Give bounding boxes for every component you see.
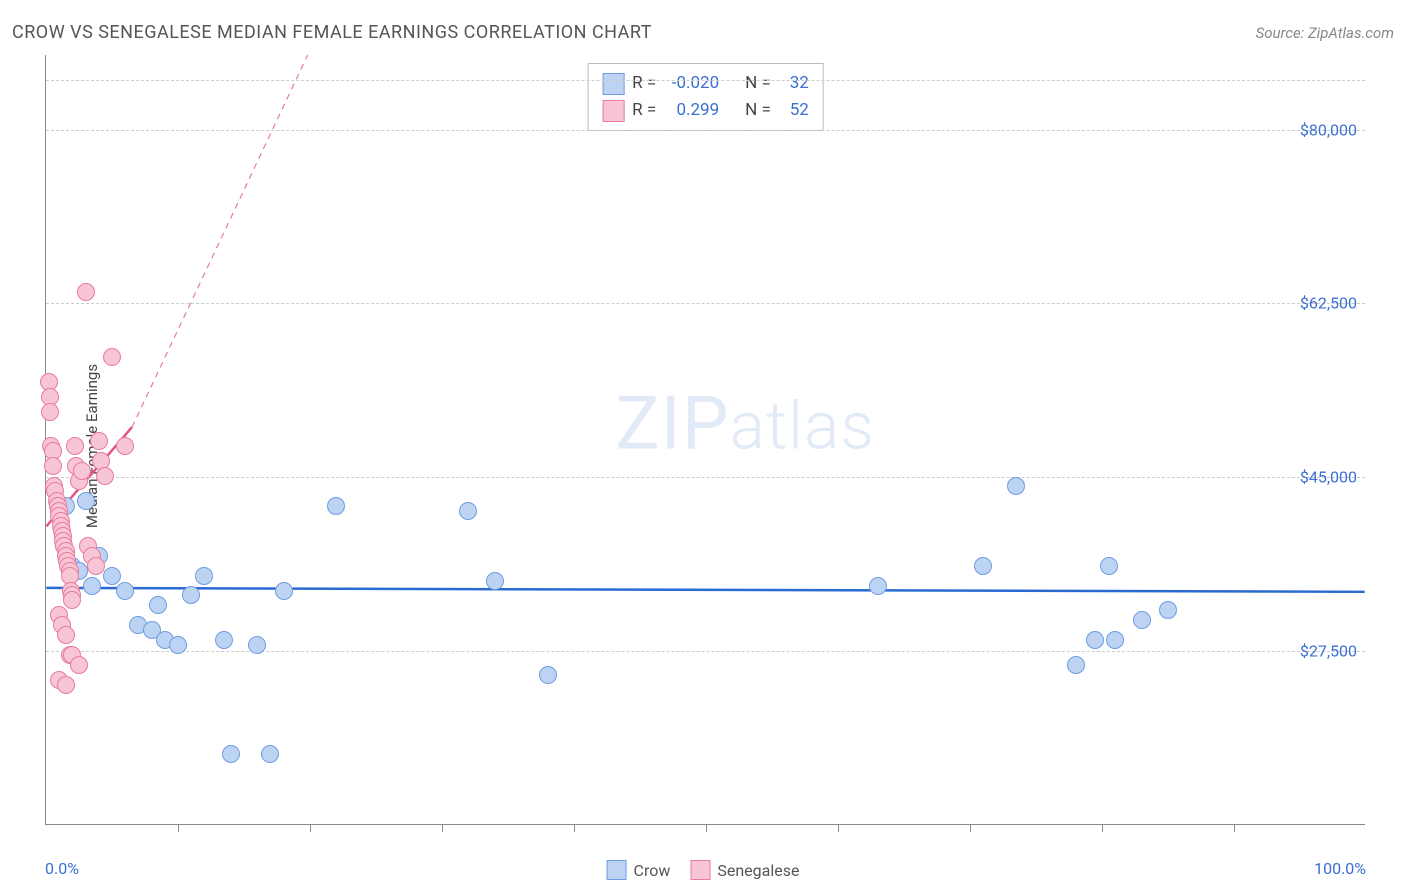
legend-label: Crow — [634, 861, 671, 880]
scatter-point — [73, 462, 91, 480]
scatter-point — [41, 403, 59, 421]
scatter-point — [77, 283, 95, 301]
gridline — [46, 651, 1365, 652]
scatter-point — [57, 626, 75, 644]
scatter-point — [44, 457, 62, 475]
stats-box: R = -0.020 N = 32 R = 0.299 N = 52 — [587, 63, 824, 131]
gridline — [46, 303, 1365, 304]
source-label: Source: ZipAtlas.com — [1256, 24, 1394, 42]
x-tick — [1102, 824, 1103, 832]
series-swatch — [602, 100, 624, 122]
scatter-point — [63, 591, 81, 609]
x-tick — [178, 824, 179, 832]
scatter-point — [869, 577, 887, 595]
scatter-point — [77, 492, 95, 510]
watermark: ZIPatlas — [615, 381, 874, 468]
scatter-point — [248, 636, 266, 654]
stat-n-value: 32 — [779, 70, 809, 97]
x-tick — [1234, 824, 1235, 832]
stat-n-label: N = — [745, 70, 771, 97]
scatter-point — [70, 656, 88, 674]
scatter-point — [261, 745, 279, 763]
scatter-point — [1159, 601, 1177, 619]
scatter-point — [90, 432, 108, 450]
stat-r-value: -0.020 — [664, 70, 719, 97]
scatter-point — [275, 582, 293, 600]
scatter-point — [57, 676, 75, 694]
scatter-point — [103, 348, 121, 366]
scatter-point — [459, 502, 477, 520]
gridline — [46, 130, 1365, 131]
stat-r-label: R = — [632, 70, 656, 97]
x-axis-max-label: 100.0% — [1314, 859, 1366, 878]
y-tick-label: $62,500 — [1300, 294, 1357, 313]
scatter-point — [87, 557, 105, 575]
stats-row: R = 0.299 N = 52 — [602, 97, 809, 124]
trend-lines — [46, 55, 1365, 824]
scatter-point — [116, 437, 134, 455]
scatter-point — [222, 745, 240, 763]
x-tick — [970, 824, 971, 832]
bottom-legend: Crow Senegalese — [607, 860, 800, 880]
y-tick-label: $27,500 — [1300, 642, 1357, 661]
scatter-point — [195, 567, 213, 585]
x-tick — [310, 824, 311, 832]
scatter-point — [539, 666, 557, 684]
scatter-point — [1106, 631, 1124, 649]
chart-title: CROW VS SENEGALESE MEDIAN FEMALE EARNING… — [12, 22, 652, 43]
x-tick — [574, 824, 575, 832]
x-tick — [838, 824, 839, 832]
scatter-point — [103, 567, 121, 585]
legend-swatch — [607, 860, 627, 880]
legend-item: Crow — [607, 860, 671, 880]
y-tick-label: $80,000 — [1300, 120, 1357, 139]
stat-r-value: 0.299 — [664, 97, 719, 124]
scatter-point — [215, 631, 233, 649]
gridline — [46, 80, 1365, 81]
scatter-point — [96, 467, 114, 485]
y-tick-label: $45,000 — [1300, 468, 1357, 487]
legend-item: Senegalese — [690, 860, 799, 880]
scatter-point — [1007, 477, 1025, 495]
scatter-point — [182, 586, 200, 604]
scatter-point — [83, 577, 101, 595]
scatter-point — [974, 557, 992, 575]
plot-area: ZIPatlas R = -0.020 N = 32 R = 0.299 N = 52 $27… — [45, 55, 1365, 825]
x-axis-min-label: 0.0% — [45, 859, 79, 878]
stats-row: R = -0.020 N = 32 — [602, 70, 809, 97]
scatter-point — [1133, 611, 1151, 629]
gridline — [46, 477, 1365, 478]
series-swatch — [602, 73, 624, 95]
scatter-point — [149, 596, 167, 614]
legend-label: Senegalese — [717, 861, 799, 880]
scatter-point — [1086, 631, 1104, 649]
x-tick — [706, 824, 707, 832]
scatter-point — [1067, 656, 1085, 674]
stat-n-value: 52 — [779, 97, 809, 124]
scatter-point — [66, 437, 84, 455]
scatter-point — [169, 636, 187, 654]
stat-r-label: R = — [632, 97, 656, 124]
scatter-point — [1100, 557, 1118, 575]
scatter-point — [486, 572, 504, 590]
scatter-point — [327, 497, 345, 515]
x-tick — [442, 824, 443, 832]
scatter-point — [116, 582, 134, 600]
legend-swatch — [690, 860, 710, 880]
stat-n-label: N = — [745, 97, 771, 124]
